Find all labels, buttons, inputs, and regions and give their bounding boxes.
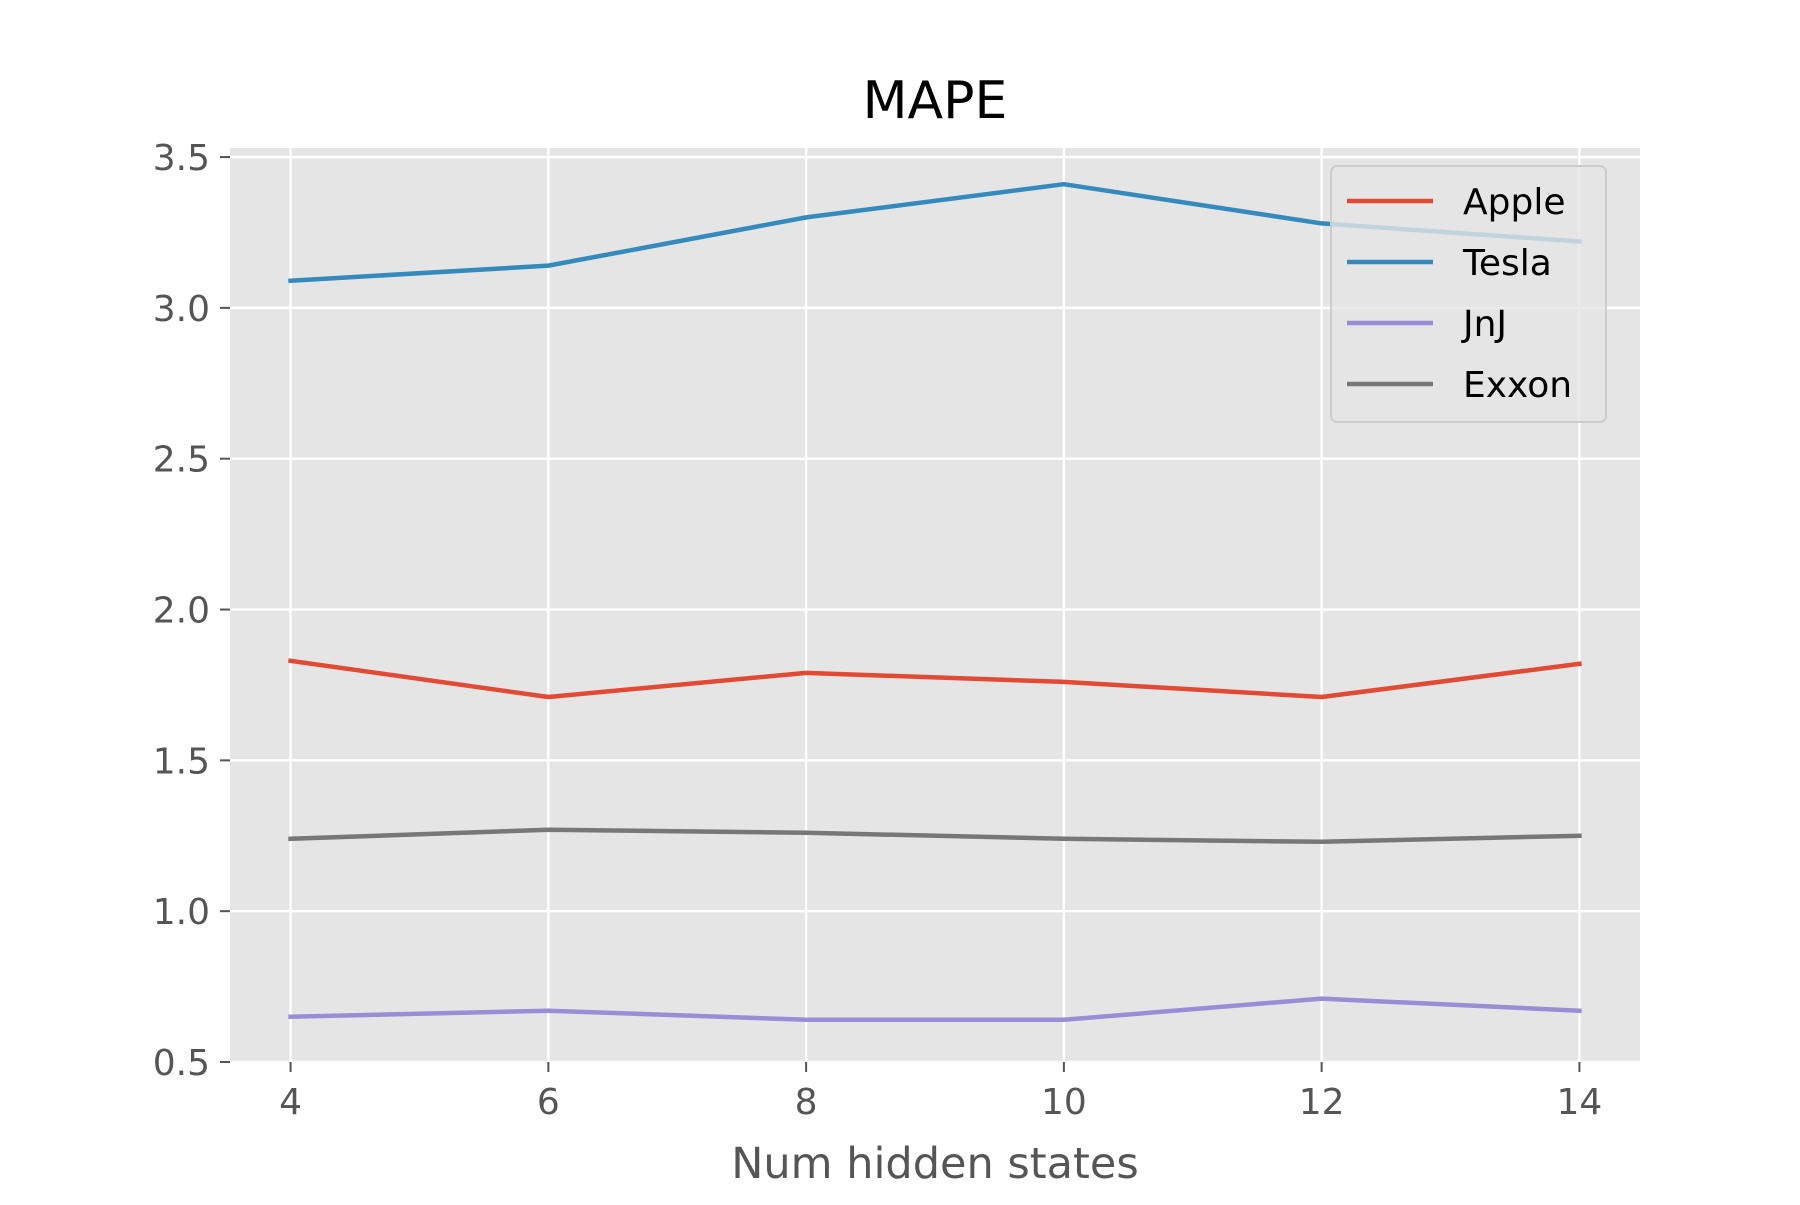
x-axis-title: Num hidden states xyxy=(731,1139,1138,1189)
x-tick-label: 14 xyxy=(1557,1082,1603,1123)
legend-label-jnj: JnJ xyxy=(1461,304,1507,345)
grid-lines xyxy=(230,148,1640,1064)
legend-label-tesla: Tesla xyxy=(1462,243,1552,284)
chart-title: MAPE xyxy=(863,71,1008,131)
axes: 4 6 8 10 12 14 0.5 1.0 1.5 2.0 2.5 3.0 3.5 xyxy=(153,138,1603,1123)
x-tick-label: 10 xyxy=(1041,1082,1087,1123)
series-line-jnj xyxy=(288,996,1582,1023)
y-tick-label: 2.0 xyxy=(153,591,210,632)
y-tick-label: 1.0 xyxy=(153,892,210,933)
legend-label-exxon: Exxon xyxy=(1463,365,1572,406)
y-tick-label: 3.5 xyxy=(153,138,210,179)
y-tick-label: 2.5 xyxy=(153,440,210,481)
y-tick-label: 0.5 xyxy=(153,1043,210,1084)
legend-label-apple: Apple xyxy=(1463,182,1565,223)
x-tick-label: 8 xyxy=(795,1082,818,1123)
series-lines xyxy=(288,181,1582,1023)
series-line-apple xyxy=(288,658,1582,700)
y-tick-label: 3.0 xyxy=(153,289,210,330)
series-line-exxon xyxy=(288,827,1582,845)
legend-box xyxy=(1330,165,1607,423)
x-tick-label: 12 xyxy=(1299,1082,1345,1123)
y-tick-label: 1.5 xyxy=(153,741,210,782)
legend: Apple Tesla JnJ Exxon xyxy=(1330,165,1607,423)
x-tick-label: 4 xyxy=(279,1082,302,1123)
x-tick-label: 6 xyxy=(537,1082,560,1123)
